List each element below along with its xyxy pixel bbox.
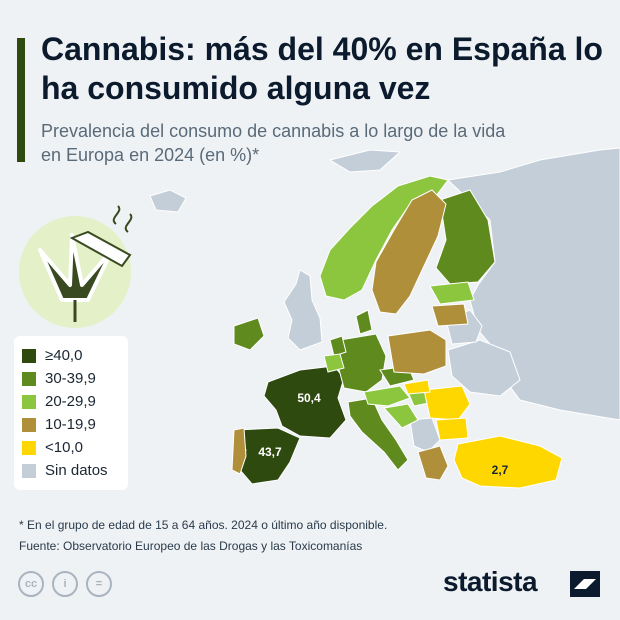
cannabis-illustration-icon: [19, 205, 133, 328]
page-title: Cannabis: más del 40% en España lo ha co…: [41, 31, 603, 106]
legend-swatch: [22, 463, 36, 478]
region-balkans-nodata: [409, 417, 441, 453]
region-greece: [417, 445, 449, 481]
legend-label: 20-29,9: [45, 393, 96, 410]
person-icon[interactable]: i: [52, 571, 78, 597]
region-svalbard-norway-north: [328, 149, 402, 173]
legend-label: Sin datos: [45, 462, 108, 479]
map-value-label-spain: 43,7: [258, 445, 282, 459]
region-russia-east: [446, 147, 620, 421]
region-bulgaria: [435, 417, 469, 441]
legend-label: 30-39,9: [45, 370, 96, 387]
statista-logo-icon[interactable]: [570, 571, 600, 597]
brand-logo-text[interactable]: statista: [443, 566, 538, 597]
region-denmark: [355, 309, 373, 335]
legend-item: <10,0: [22, 436, 128, 459]
legend-item: 20-29,9: [22, 390, 128, 413]
page-subtitle: Prevalencia del consumo de cannabis a lo…: [41, 121, 506, 165]
region-lithuania: [431, 303, 469, 327]
legend-label: <10,0: [45, 439, 83, 456]
region-poland: [387, 329, 447, 375]
region-united-kingdom: [283, 269, 323, 351]
region-iceland: [149, 189, 187, 213]
legend-item: 10-19,9: [22, 413, 128, 436]
legend-swatch: [22, 394, 36, 409]
region-romania: [423, 385, 471, 421]
region-belgium: [323, 353, 345, 373]
source-note: Fuente: Observatorio Europeo de las Drog…: [19, 539, 363, 553]
legend-swatch: [22, 348, 36, 363]
title-accent-bar: [17, 38, 25, 162]
legend-label: ≥40,0: [45, 347, 83, 364]
region-austria-slovenia: [363, 385, 411, 407]
legend-swatch: [22, 417, 36, 432]
region-ireland: [233, 317, 265, 351]
map-legend: ≥40,0 30-39,9 20-29,9 10-19,9 <10,0 Sin …: [14, 336, 128, 490]
legend-label: 10-19,9: [45, 416, 96, 433]
region-croatia: [383, 403, 419, 429]
region-slovakia: [403, 379, 431, 395]
region-finland: [435, 189, 496, 285]
legend-swatch: [22, 371, 36, 386]
region-netherlands: [329, 335, 347, 357]
region-turkey: [453, 435, 563, 489]
region-italy: [347, 397, 409, 471]
region-ukraine: [447, 339, 521, 397]
region-sweden: [371, 189, 447, 315]
cc-icon[interactable]: cc: [18, 571, 44, 597]
map-value-label-turkey: 2,7: [492, 463, 509, 477]
region-portugal: [231, 427, 247, 475]
map-value-label-france: 50,4: [297, 391, 321, 405]
legend-item: Sin datos: [22, 459, 128, 482]
license-icons: cc i =: [18, 571, 120, 597]
footnote: * En el grupo de edad de 15 a 64 años. 2…: [19, 518, 388, 532]
region-estonia-latvia: [429, 281, 475, 305]
region-germany: [337, 333, 387, 393]
legend-swatch: [22, 440, 36, 455]
legend-item: 30-39,9: [22, 367, 128, 390]
legend-item: ≥40,0: [22, 344, 128, 367]
equals-icon[interactable]: =: [86, 571, 112, 597]
